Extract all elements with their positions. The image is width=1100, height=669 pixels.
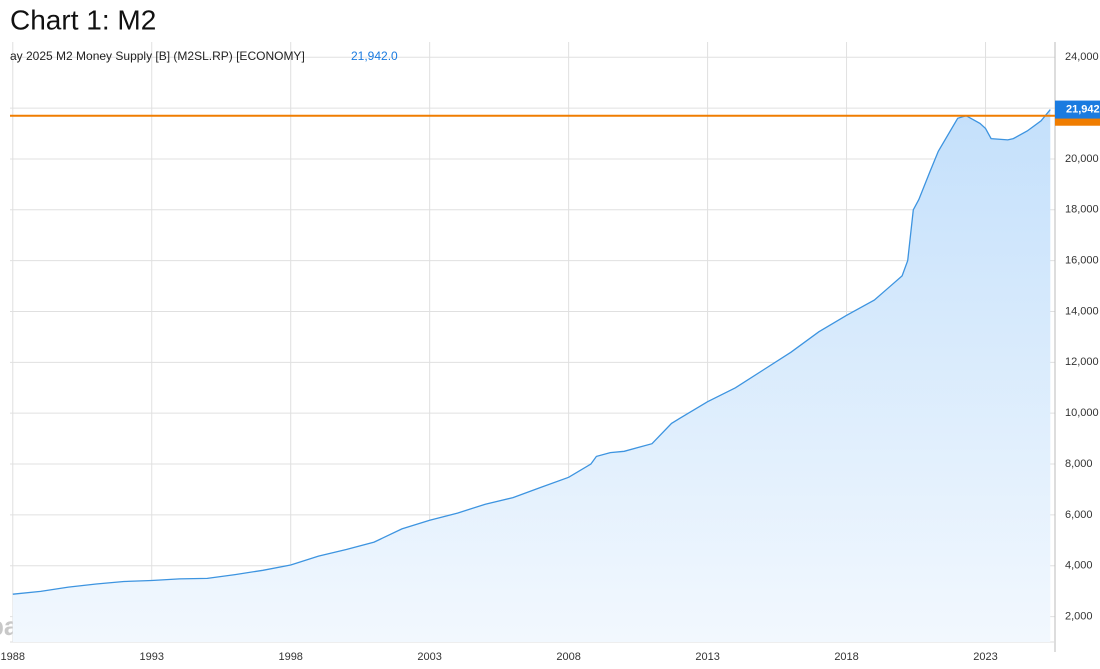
- y-tick-label: 24,000: [1065, 51, 1099, 63]
- x-tick-label: 2018: [834, 651, 858, 663]
- y-tick-label: 18,000: [1065, 204, 1099, 216]
- y-tick-label: 2,000: [1065, 610, 1093, 622]
- header-value: 21,942.0: [351, 49, 398, 63]
- y-tick-label: 4,000: [1065, 560, 1093, 572]
- x-tick-label: 2003: [417, 651, 441, 663]
- y-tick-label: 14,000: [1065, 305, 1099, 317]
- x-tick-label: 1993: [139, 651, 163, 663]
- y-tick-label: 8,000: [1065, 458, 1093, 470]
- area-fill: [12, 109, 1051, 643]
- reference-badge: [1055, 115, 1100, 126]
- y-tick-label: 20,000: [1065, 153, 1099, 165]
- series-header: ay 2025 M2 Money Supply [B] (M2SL.RP) [E…: [10, 49, 305, 63]
- x-tick-label: 1988: [1, 651, 25, 663]
- last-value-badge: [1055, 100, 1100, 119]
- y-tick-label: 12,000: [1065, 356, 1099, 368]
- y-tick-label: 10,000: [1065, 407, 1099, 419]
- x-tick-label: 2013: [695, 651, 719, 663]
- last-value-label: 21,942: [1066, 103, 1100, 115]
- y-tick-label: 16,000: [1065, 255, 1099, 267]
- x-tick-label: 2008: [556, 651, 580, 663]
- x-tick-label: 2023: [973, 651, 997, 663]
- y-tick-label: 6,000: [1065, 509, 1093, 521]
- x-tick-label: 1998: [278, 651, 302, 663]
- chart-title: Chart 1: M2: [10, 4, 156, 35]
